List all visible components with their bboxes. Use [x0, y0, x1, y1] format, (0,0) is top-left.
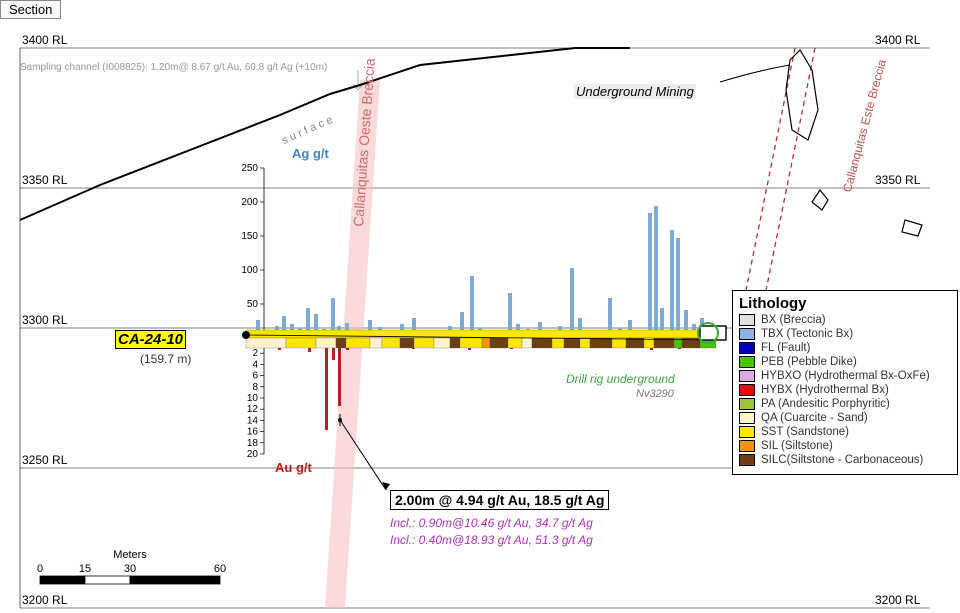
- legend-swatch: [739, 426, 755, 438]
- callout-incl2: Incl.: 0.40m@18.93 g/t Au, 51.3 g/t Ag: [390, 533, 593, 547]
- legend-item: QA (Cuarcite - Sand): [739, 412, 951, 424]
- svg-text:8: 8: [252, 382, 258, 393]
- svg-text:3350 RL: 3350 RL: [875, 173, 921, 187]
- svg-text:15: 15: [79, 563, 91, 575]
- legend-item: PA (Andesitic Porphyritic): [739, 398, 951, 410]
- legend-swatch: [739, 314, 755, 326]
- svg-text:14: 14: [247, 415, 259, 426]
- legend-item: BX (Breccia): [739, 314, 951, 326]
- legend-title: Lithology: [739, 295, 951, 312]
- legend-item: FL (Fault): [739, 342, 951, 354]
- legend-item: HYBXO (Hydrothermal Bx-OxFe): [739, 370, 951, 382]
- legend-label: PEB (Pebble Dike): [761, 356, 857, 368]
- legend-item: SST (Sandstone): [739, 426, 951, 438]
- svg-text:18: 18: [247, 438, 259, 449]
- svg-text:250: 250: [241, 163, 258, 174]
- legend-label: TBX (Tectonic Bx): [761, 328, 853, 340]
- au-axis-title: Au g/t: [275, 460, 312, 475]
- callout-headline: 2.00m @ 4.94 g/t Au, 18.5 g/t Ag: [390, 490, 609, 510]
- svg-text:3250 RL: 3250 RL: [22, 453, 68, 467]
- legend-swatch: [739, 440, 755, 452]
- svg-text:200: 200: [241, 197, 258, 208]
- ag-axis-title: Ag g/t: [292, 146, 329, 161]
- legend-swatch: [739, 342, 755, 354]
- legend-item: SILC(Siltstone - Carbonaceous): [739, 454, 951, 466]
- legend-item: SIL (Siltstone): [739, 440, 951, 452]
- legend-label: HYBX (Hydrothermal Bx): [761, 384, 889, 396]
- drill-rig-label: Drill rig underground: [566, 372, 675, 386]
- legend-label: SIL (Siltstone): [761, 440, 833, 452]
- legend-swatch: [739, 412, 755, 424]
- svg-text:10: 10: [247, 393, 259, 404]
- svg-text:6: 6: [252, 371, 258, 382]
- svg-text:100: 100: [241, 265, 258, 276]
- legend-label: SILC(Siltstone - Carbonaceous): [761, 454, 923, 466]
- legend-swatch: [739, 356, 755, 368]
- section-tab[interactable]: Section: [0, 0, 61, 19]
- legend-item: PEB (Pebble Dike): [739, 356, 951, 368]
- legend-label: FL (Fault): [761, 342, 810, 354]
- svg-text:30: 30: [124, 563, 136, 575]
- svg-text:Meters: Meters: [113, 549, 147, 561]
- legend-swatch: [739, 454, 755, 466]
- callout-incl1: Incl.: 0.90m@10.46 g/t Au, 34.7 g/t Ag: [390, 516, 593, 530]
- legend-label: BX (Breccia): [761, 314, 826, 326]
- svg-text:16: 16: [247, 427, 259, 438]
- legend-item: TBX (Tectonic Bx): [739, 328, 951, 340]
- section-tab-label: Section: [9, 2, 52, 17]
- legend-swatch: [739, 398, 755, 410]
- svg-text:2: 2: [252, 348, 258, 359]
- drillhole-depth: (159.7 m): [140, 352, 191, 366]
- legend-label: SST (Sandstone): [761, 426, 849, 438]
- svg-text:3200 RL: 3200 RL: [22, 593, 68, 607]
- svg-text:60: 60: [214, 563, 226, 575]
- svg-text:3350 RL: 3350 RL: [22, 173, 68, 187]
- underground-mining-label: Underground Mining: [574, 84, 696, 99]
- svg-text:0: 0: [37, 563, 43, 575]
- legend-label: HYBXO (Hydrothermal Bx-OxFe): [761, 370, 930, 382]
- svg-text:3300 RL: 3300 RL: [22, 313, 68, 327]
- svg-text:150: 150: [241, 231, 258, 242]
- svg-text:3400 RL: 3400 RL: [22, 33, 68, 47]
- svg-text:12: 12: [247, 404, 259, 415]
- legend-swatch: [739, 384, 755, 396]
- svg-text:20: 20: [247, 449, 259, 460]
- sampling-note: Sampling channel (I008825): 1.20m@ 8.67 …: [20, 62, 327, 73]
- drillhole-id: CA-24-10: [115, 330, 186, 349]
- svg-text:4: 4: [252, 359, 258, 370]
- legend-label: PA (Andesitic Porphyritic): [761, 398, 890, 410]
- legend-label: QA (Cuarcite - Sand): [761, 412, 868, 424]
- legend-swatch: [739, 328, 755, 340]
- svg-text:3200 RL: 3200 RL: [875, 593, 921, 607]
- legend-swatch: [739, 370, 755, 382]
- level-label: Nv3290: [636, 388, 674, 400]
- svg-text:3400 RL: 3400 RL: [875, 33, 921, 47]
- lithology-legend: Lithology BX (Breccia) TBX (Tectonic Bx) F…: [732, 290, 958, 475]
- svg-text:50: 50: [247, 299, 259, 310]
- legend-item: HYBX (Hydrothermal Bx): [739, 384, 951, 396]
